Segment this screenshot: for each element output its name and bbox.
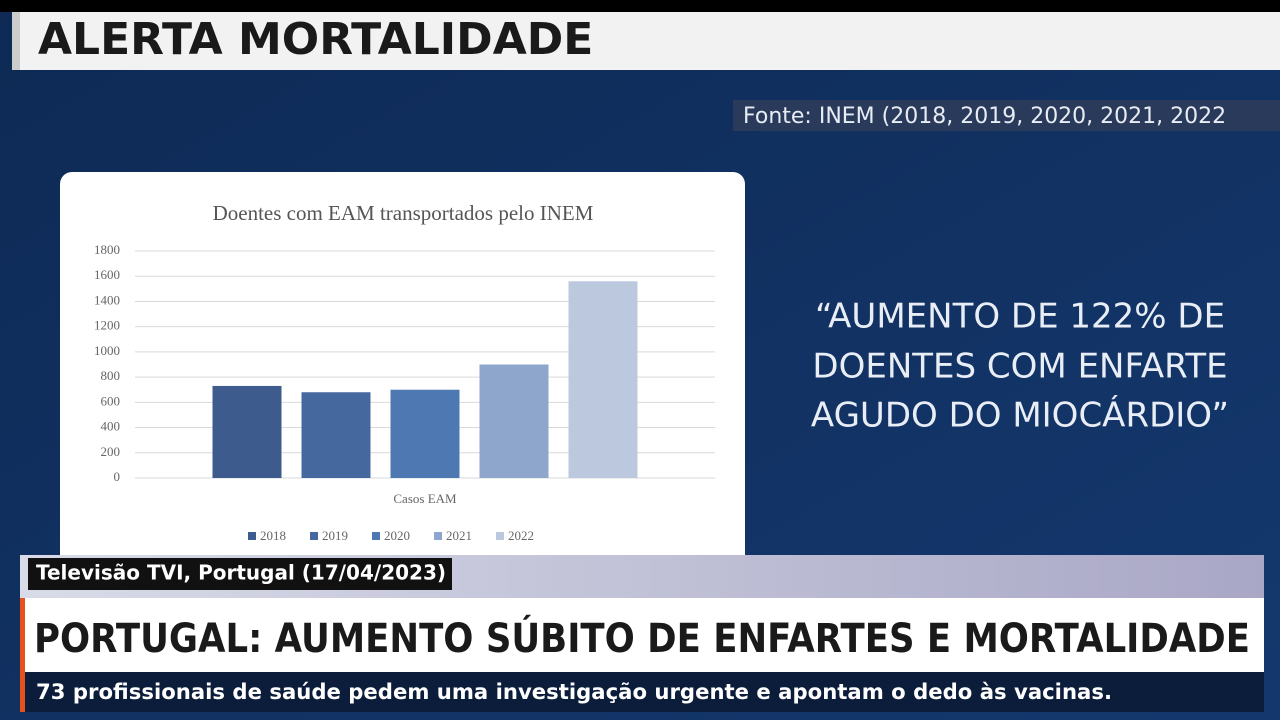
x-tick-label: Casos EAM (393, 491, 457, 506)
source: Fonte: INEM (2018, 2019, 2020, 2021, 202… (743, 104, 1226, 129)
legend-label: 2018 (260, 528, 286, 543)
legend-label: 2021 (446, 528, 472, 543)
legend-swatch (248, 532, 256, 540)
y-tick-label: 1400 (94, 292, 120, 307)
legend-swatch (434, 532, 442, 540)
chart-card (60, 172, 745, 572)
y-tick-label: 400 (101, 419, 121, 434)
bar (390, 389, 460, 478)
y-tick-label: 1600 (94, 267, 120, 282)
subline-box (25, 672, 1264, 712)
subline: 73 profissionais de saúde pedem uma inve… (36, 680, 1112, 704)
legend-label: 2022 (508, 528, 534, 543)
bar (301, 392, 371, 478)
bar (568, 281, 638, 478)
quote-line: “AUMENTO DE 122% DE (815, 297, 1225, 337)
credit-box (28, 558, 452, 590)
legend-swatch (496, 532, 504, 540)
top-bar (0, 0, 1280, 12)
y-tick-label: 200 (101, 444, 121, 459)
legend-label: 2019 (322, 528, 348, 543)
legend-label: 2020 (384, 528, 410, 543)
quote-line: AGUDO DO MIOCÁRDIO” (811, 395, 1229, 436)
legend-swatch (372, 532, 380, 540)
chart: Doentes com EAM transportados pelo INEM … (94, 201, 715, 543)
credit: Televisão TVI, Portugal (17/04/2023) (36, 561, 446, 585)
y-tick-label: 0 (114, 469, 121, 484)
y-tick-label: 1000 (94, 343, 120, 358)
y-tick-label: 600 (101, 393, 121, 408)
headline-box (20, 598, 1264, 672)
headline: PORTUGAL: AUMENTO SÚBITO DE ENFARTES E M… (34, 614, 1250, 662)
bar (479, 364, 549, 478)
accent (20, 598, 25, 712)
y-tick-label: 800 (101, 368, 121, 383)
quote-line: DOENTES COM ENFARTE (812, 347, 1227, 387)
y-tick-label: 1800 (94, 242, 120, 257)
source-box (733, 100, 1280, 131)
header-edge (12, 12, 20, 70)
bar (212, 385, 282, 478)
y-tick-label: 1200 (94, 318, 120, 333)
legend-swatch (310, 532, 318, 540)
header-strip (20, 12, 1280, 70)
chart-title: Doentes com EAM transportados pelo INEM (213, 201, 594, 225)
header-title: ALERTA MORTALIDADE (38, 14, 593, 65)
